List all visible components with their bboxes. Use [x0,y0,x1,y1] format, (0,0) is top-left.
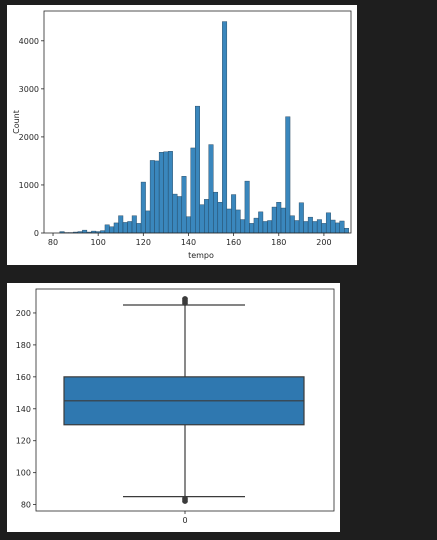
histogram-panel: 80 100 120 140 160 180 200 0 1000 2000 3000 4000 t… [7,5,357,265]
boxplot-y-ticks: 80 100 120 140 160 180 200 [16,309,36,510]
histogram-bar [235,209,241,234]
histogram-bar [294,220,300,234]
histogram-bar [208,144,214,234]
histogram-bar [163,151,169,234]
histogram-bar [113,222,119,234]
boxplot-panel: 80 100 120 140 160 180 200 0 [7,283,340,532]
boxplot-y-tick-label: 80 [21,501,31,510]
histogram-bar [104,224,110,234]
histogram-bar [316,219,322,234]
histogram-x-tick-label: 180 [271,238,286,247]
histogram-bar [181,176,187,234]
histogram-x-tick-label: 100 [91,238,106,247]
histogram-bar [258,211,264,234]
histogram-bar [344,227,349,234]
histogram-bar [249,223,255,234]
histogram-x-tick-label: 140 [181,238,196,247]
histogram-bar [176,196,182,234]
histogram-x-tick-label: 120 [136,238,151,247]
histogram-bar [213,191,219,234]
histogram-bars [59,21,349,234]
histogram-bar [253,217,259,234]
boxplot-y-tick-label: 180 [16,341,31,350]
histogram-bar [226,208,232,234]
histogram-bar [158,152,164,234]
histogram-bar [240,219,246,234]
histogram-bar [298,202,304,234]
histogram-y-tick-label: 0 [34,229,39,238]
histogram-bar [217,202,223,234]
histogram-bar [271,206,277,234]
boxplot-y-tick-label: 120 [16,437,31,446]
histogram-plot-frame [43,10,352,234]
histogram-x-axis-label: tempo [188,251,214,260]
histogram-bar [335,222,340,234]
histogram-bar [222,21,228,234]
histogram-bar [199,204,205,234]
histogram-bar [330,219,336,234]
boxplot-outlier-point [182,495,188,501]
histogram-bar [303,221,309,234]
histogram-bar [231,194,237,234]
histogram-bar [267,220,273,234]
histogram-bar [82,229,88,234]
histogram-bar [276,202,282,234]
histogram-bar [167,151,173,234]
histogram-x-tick-label: 200 [316,238,331,247]
histogram-y-ticks: 0 1000 2000 3000 4000 [19,37,44,238]
boxplot-chart: 80 100 120 140 160 180 200 0 [16,288,335,525]
histogram-bar [280,207,286,234]
histogram-bar [186,216,191,234]
histogram-bar [145,210,151,234]
histogram-bar [149,160,155,234]
histogram-y-axis-label: Count [12,110,21,134]
boxplot-x-tick: 0 [182,511,188,525]
histogram-bar [312,221,318,234]
histogram-y-tick-label: 3000 [19,85,39,94]
boxplot-y-tick-label: 140 [16,405,31,414]
histogram-chart: 80 100 120 140 160 180 200 0 1000 2000 3000 4000 t… [12,10,352,260]
boxplot-marks [63,296,305,504]
histogram-x-tick-label: 160 [226,238,241,247]
histogram-bar [325,212,331,234]
boxplot-outlier-point [182,296,188,302]
histogram-bar [127,221,133,234]
histogram-bar [136,223,142,234]
histogram-bar [109,226,115,234]
histogram-x-ticks: 80 100 120 140 160 180 200 [48,233,332,247]
histogram-bar [195,105,200,234]
histogram-bar [321,223,327,234]
histogram-bar [262,221,268,234]
histogram-x-tick-label: 80 [48,238,58,247]
histogram-bar [307,216,313,234]
histogram-y-tick-label: 1000 [19,181,39,190]
histogram-bar [190,147,196,234]
histogram-y-tick-label: 4000 [19,37,39,46]
histogram-bar [285,116,291,234]
histogram-y-tick-label: 2000 [19,133,39,142]
histogram-bar [140,181,146,234]
histogram-bar [122,222,128,234]
histogram-bar [339,220,345,234]
histogram-bar [204,199,209,234]
boxplot-y-tick-label: 160 [16,373,31,382]
histogram-bar [172,193,178,234]
histogram-bar [154,160,160,234]
boxplot-y-tick-label: 200 [16,309,31,318]
histogram-bar [118,215,124,234]
histogram-bar [131,215,137,234]
histogram-bar [289,215,295,234]
histogram-bar [244,180,250,234]
boxplot-x-tick-label: 0 [182,516,187,525]
boxplot-y-tick-label: 100 [16,469,31,478]
